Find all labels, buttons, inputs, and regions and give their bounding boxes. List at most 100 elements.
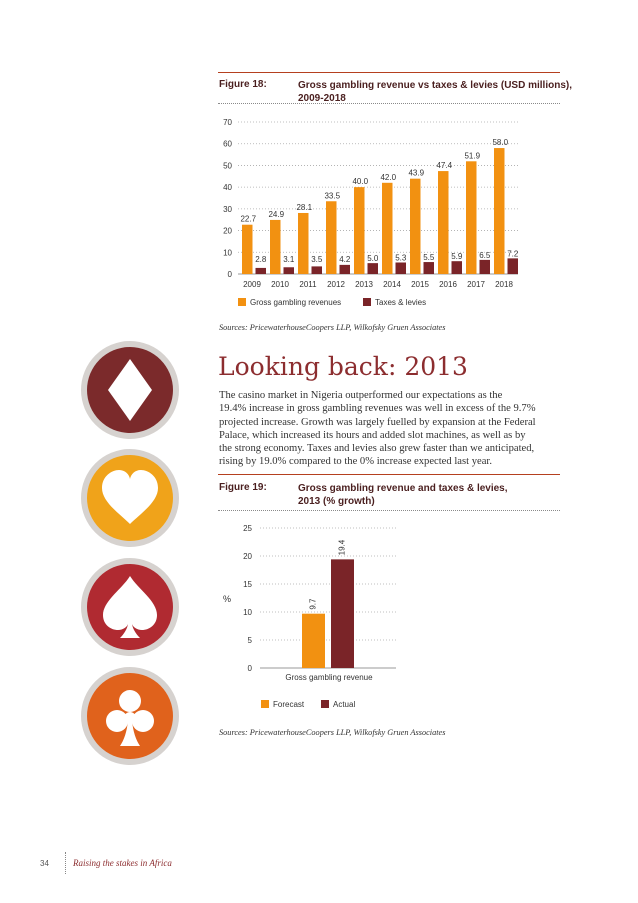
figure18-chart: 0 10 20 30 40 50 60 70 22.7 2.8 2009 24.9 3.1 2010 28.… bbox=[223, 118, 519, 307]
y-tick-label: 10 bbox=[223, 248, 232, 257]
legend-swatch-actual bbox=[321, 700, 329, 708]
data-label: 33.5 bbox=[324, 191, 340, 200]
x-tick-label: 2011 bbox=[299, 280, 317, 289]
spade-icon bbox=[81, 558, 179, 656]
x-tick-label: 2018 bbox=[495, 280, 513, 289]
suit-icons-column bbox=[81, 341, 179, 765]
data-label: 5.0 bbox=[367, 254, 379, 263]
y-tick-label: 25 bbox=[243, 524, 252, 533]
y-tick-label: 70 bbox=[223, 118, 232, 127]
bar-taxes-levies bbox=[339, 264, 350, 274]
data-label: 22.7 bbox=[240, 215, 256, 224]
bar-taxes-levies bbox=[451, 261, 462, 274]
figure19-chart: 0 5 10 15 20 25% 9.7 19.4 Gross gambling revenue… bbox=[223, 524, 396, 709]
y-tick-label: 15 bbox=[243, 580, 252, 589]
y-tick-label: 40 bbox=[223, 183, 232, 192]
figure18-title: Gross gambling revenue vs taxes & levies… bbox=[298, 79, 572, 105]
bar-gross-revenue bbox=[438, 171, 449, 274]
bar-gross-revenue bbox=[466, 161, 477, 274]
legend-label: Gross gambling revenues bbox=[250, 298, 341, 307]
club-icon bbox=[81, 667, 179, 765]
bar-taxes-levies bbox=[283, 267, 294, 274]
data-label: 42.0 bbox=[380, 173, 396, 182]
bar-taxes-levies bbox=[311, 266, 322, 274]
data-label: 3.1 bbox=[283, 255, 295, 264]
figure19-top-rule bbox=[218, 474, 560, 475]
figure19-title: Gross gambling revenue and taxes & levie… bbox=[298, 482, 508, 508]
body-line: rising by 19.0% compared to the 0% incre… bbox=[219, 456, 492, 468]
legend-swatch-taxes bbox=[363, 298, 371, 306]
x-tick-label: Gross gambling revenue bbox=[285, 673, 373, 682]
data-label: 40.0 bbox=[352, 177, 368, 186]
y-tick-label: 20 bbox=[223, 227, 232, 236]
figure18-source: Sources: PricewaterhouseCoopers LLP, Wil… bbox=[219, 323, 446, 332]
y-tick-label: 30 bbox=[223, 205, 232, 214]
bar-gross-revenue bbox=[354, 187, 365, 274]
bar-taxes-levies bbox=[367, 263, 378, 274]
x-tick-label: 2016 bbox=[439, 280, 457, 289]
y-tick-label: 20 bbox=[243, 552, 252, 561]
bar-taxes-levies bbox=[255, 267, 266, 274]
bar-gross-revenue bbox=[410, 178, 421, 274]
heart-icon bbox=[81, 449, 179, 547]
legend-label: Actual bbox=[333, 700, 355, 709]
x-tick-label: 2014 bbox=[383, 280, 401, 289]
figure19-label: Figure 19: bbox=[219, 482, 267, 493]
data-label: 5.3 bbox=[395, 253, 407, 262]
data-label: 47.4 bbox=[436, 161, 452, 170]
bar-gross-revenue bbox=[270, 219, 281, 274]
data-label: 9.7 bbox=[309, 598, 318, 610]
data-label: 3.5 bbox=[311, 255, 323, 264]
bar-gross-revenue bbox=[382, 182, 393, 274]
y-axis-label: % bbox=[223, 594, 231, 604]
diamond-icon bbox=[81, 341, 179, 439]
section-body: The casino market in Nigeria outperforme… bbox=[219, 389, 564, 469]
data-label: 51.9 bbox=[464, 151, 480, 160]
x-tick-label: 2017 bbox=[467, 280, 485, 289]
y-tick-label: 50 bbox=[223, 161, 232, 170]
data-label: 43.9 bbox=[408, 169, 424, 178]
footer-divider bbox=[65, 852, 66, 874]
bar-actual bbox=[331, 559, 354, 668]
body-line: projected increase. Growth was largely f… bbox=[219, 416, 536, 428]
data-label: 28.1 bbox=[296, 203, 312, 212]
data-label: 2.8 bbox=[255, 255, 267, 264]
figure19-bottom-rule bbox=[218, 510, 560, 511]
figure19-title-line2: 2013 (% growth) bbox=[298, 496, 375, 507]
bar-taxes-levies bbox=[395, 262, 406, 274]
figure18-title-line1: Gross gambling revenue vs taxes & levies… bbox=[298, 80, 572, 91]
x-tick-label: 2013 bbox=[355, 280, 373, 289]
legend-swatch-forecast bbox=[261, 700, 269, 708]
y-tick-label: 5 bbox=[248, 636, 253, 645]
body-line: Palace, which increased its hours and ad… bbox=[219, 429, 526, 441]
legend-label: Taxes & levies bbox=[375, 298, 426, 307]
figure18-top-rule bbox=[218, 72, 560, 73]
bar-gross-revenue bbox=[242, 224, 253, 274]
data-label: 58.0 bbox=[492, 138, 508, 147]
bar-taxes-levies bbox=[423, 262, 434, 274]
bar-taxes-levies bbox=[479, 259, 490, 274]
body-line: The casino market in Nigeria outperforme… bbox=[219, 390, 503, 401]
x-tick-label: 2010 bbox=[271, 280, 289, 289]
figure19-source: Sources: PricewaterhouseCoopers LLP, Wil… bbox=[219, 728, 446, 737]
x-tick-label: 2009 bbox=[243, 280, 261, 289]
x-tick-label: 2015 bbox=[411, 280, 429, 289]
data-label: 4.2 bbox=[339, 255, 351, 264]
data-label: 5.5 bbox=[423, 253, 435, 262]
y-tick-label: 60 bbox=[223, 140, 232, 149]
footer-title: Raising the stakes in Africa bbox=[73, 858, 172, 868]
section-heading: Looking back: 2013 bbox=[218, 352, 468, 381]
x-tick-label: 2012 bbox=[327, 280, 345, 289]
y-tick-label: 0 bbox=[228, 270, 233, 279]
figure18-bottom-rule bbox=[218, 103, 560, 104]
bar-forecast bbox=[302, 613, 325, 668]
body-line: 19.4% increase in gross gambling revenue… bbox=[219, 403, 536, 415]
bar-gross-revenue bbox=[298, 212, 309, 274]
data-label: 5.9 bbox=[451, 252, 463, 261]
data-label: 6.5 bbox=[479, 251, 491, 260]
figure18-title-line2: 2009-2018 bbox=[298, 93, 346, 104]
page-number: 34 bbox=[40, 859, 49, 868]
data-label: 7.2 bbox=[507, 249, 519, 258]
figure19-title-line1: Gross gambling revenue and taxes & levie… bbox=[298, 483, 508, 494]
legend-label: Forecast bbox=[273, 700, 305, 709]
